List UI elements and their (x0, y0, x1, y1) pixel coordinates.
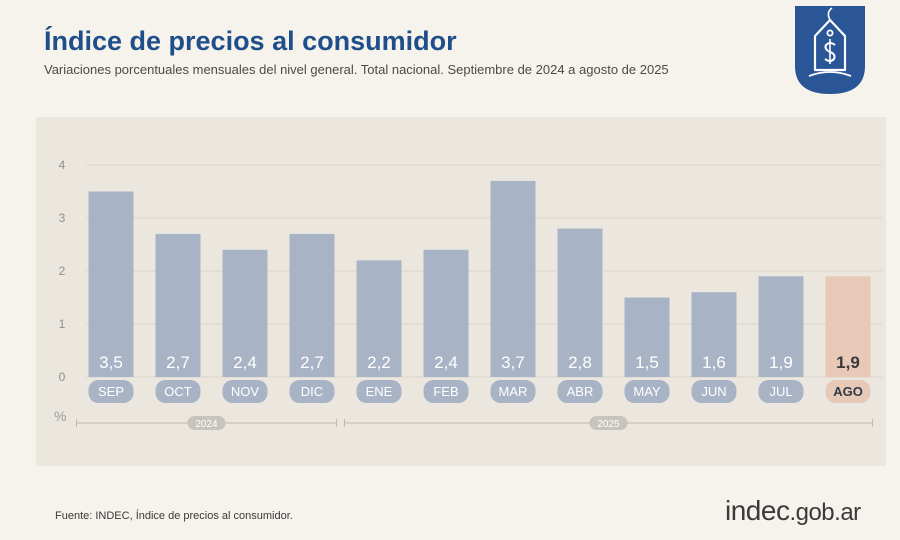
bar (356, 260, 402, 377)
page-title: Índice de precios al consumidor (44, 26, 457, 56)
bar-value-label: 1,6 (702, 353, 726, 372)
year-label: 2024 (195, 419, 218, 430)
bar-value-label: 2,7 (166, 353, 190, 372)
x-tick-label: ENE (366, 384, 393, 399)
y-unit-label: % (54, 408, 66, 424)
bar-value-label: 1,9 (836, 353, 860, 372)
y-tick-label: 0 (59, 370, 66, 384)
bar (758, 276, 804, 377)
chart-panel: 0 1 2 3 4 3,5 SEP 2,7 OCT 2,4 NOV 2,7 DIC 2,2 ENE 2,4 FE… (36, 117, 886, 466)
month-pill (88, 380, 134, 403)
x-tick-label: DIC (301, 384, 323, 399)
month-pill (490, 380, 536, 403)
year-label: 2025 (597, 419, 620, 430)
bar-value-label: 3,7 (501, 353, 525, 372)
bar (691, 292, 737, 377)
month-pill (758, 380, 804, 403)
x-tick-label: NOV (231, 384, 260, 399)
month-pill (557, 380, 603, 403)
month-pill (825, 380, 871, 403)
bar-value-label: 2,7 (300, 353, 324, 372)
bar-value-label: 3,5 (99, 353, 123, 372)
bar (88, 191, 134, 377)
month-pill (691, 380, 737, 403)
x-tick-label: OCT (164, 384, 192, 399)
indec-logo[interactable]: indec.gob.ar (725, 495, 861, 527)
year-pill (187, 416, 226, 430)
x-tick-label: ABR (567, 384, 594, 399)
bar (155, 233, 201, 377)
bar (557, 228, 603, 377)
bar (825, 276, 871, 377)
source-note: Fuente: INDEC, Índice de precios al cons… (55, 510, 293, 522)
bar (222, 249, 268, 377)
bar-value-label: 2,2 (367, 353, 391, 372)
y-tick-label: 4 (59, 158, 66, 172)
logo-brand: indec (725, 495, 790, 526)
month-pill (222, 380, 268, 403)
y-tick-label: 3 (59, 211, 66, 225)
bar (289, 233, 335, 377)
month-pill (155, 380, 201, 403)
month-pill (356, 380, 402, 403)
x-tick-label: SEP (98, 384, 124, 399)
month-pill (624, 380, 670, 403)
bar-value-label: 1,5 (635, 353, 659, 372)
year-pill (589, 416, 628, 430)
bar (423, 249, 469, 377)
bar (624, 297, 670, 377)
bar-value-label: 2,8 (568, 353, 592, 372)
bar (490, 180, 536, 377)
bar-value-label: 2,4 (434, 353, 458, 372)
x-tick-label: FEB (433, 384, 458, 399)
price-tag-badge-icon (795, 6, 865, 94)
y-tick-label: 2 (59, 264, 66, 278)
x-tick-label: JUL (769, 384, 792, 399)
month-pill (423, 380, 469, 403)
cpi-bar-chart: 0 1 2 3 4 3,5 SEP 2,7 OCT 2,4 NOV 2,7 DIC 2,2 ENE 2,4 FE… (54, 158, 882, 430)
x-tick-label: AGO (833, 384, 863, 399)
logo-domain: .gob.ar (789, 499, 861, 526)
bar-value-label: 2,4 (233, 353, 257, 372)
bar-value-label: 1,9 (769, 353, 793, 372)
page-subtitle: Variaciones porcentuales mensuales del n… (44, 62, 669, 77)
x-tick-label: MAR (499, 384, 528, 399)
x-tick-label: MAY (633, 384, 661, 399)
x-tick-label: JUN (701, 384, 726, 399)
y-tick-label: 1 (59, 317, 66, 331)
month-pill (289, 380, 335, 403)
